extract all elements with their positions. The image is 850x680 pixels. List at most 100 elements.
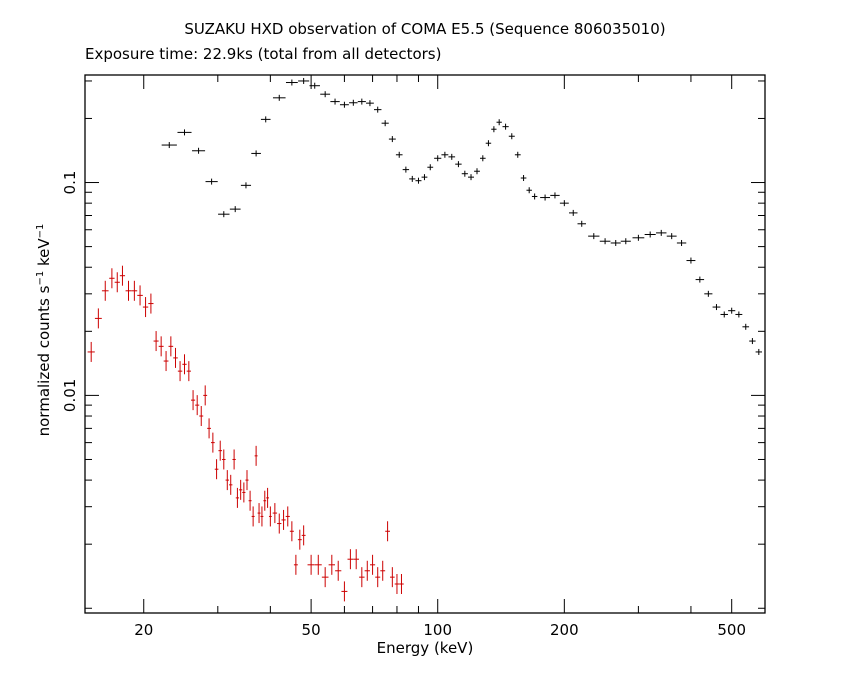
data-point [402,166,410,173]
data-point [728,307,736,314]
data-point [161,142,177,149]
data-point [369,554,376,575]
data-point [373,106,382,113]
data-point [712,304,721,311]
data-point [749,338,756,345]
data-point [225,470,230,491]
data-point [195,395,200,416]
data-point [341,581,348,602]
data-point [148,293,154,314]
data-point [242,482,246,503]
data-point [177,361,183,382]
x-tick-label: 20 [134,621,153,639]
data-point [182,354,187,375]
data-point [610,239,621,246]
data-point [285,506,290,527]
data-point [330,98,340,105]
data-point [301,525,306,546]
data-point [211,432,215,453]
x-tick-label: 50 [302,621,321,639]
data-point [666,233,677,240]
data-point [632,234,645,241]
data-point [491,126,497,133]
data-point [357,98,366,105]
data-point [268,506,272,527]
data-point [94,308,102,329]
data-point [168,336,174,357]
data-point [281,509,286,530]
data-point [320,91,331,98]
data-point [199,406,204,427]
data-point [186,361,191,382]
data-point [239,479,243,500]
data-point [314,554,322,575]
data-point [599,238,611,245]
data-point [207,418,211,439]
data-point [364,560,370,581]
data-point [125,280,132,301]
data-point [153,331,159,352]
data-point [245,470,249,491]
data-point [260,116,271,123]
data-point [390,567,395,588]
data-point [307,554,315,575]
x-tick-label: 500 [717,621,746,639]
data-point [742,323,750,330]
data-point [514,151,521,158]
red-series [87,265,404,602]
data-point [229,474,233,495]
data-point [232,449,236,470]
data-point [474,168,480,175]
data-point [441,151,449,158]
x-tick-label: 100 [423,621,452,639]
data-point [644,231,656,238]
data-point [455,161,462,168]
data-point [520,175,527,182]
data-point [114,272,120,293]
data-point [254,445,258,466]
tick-labels: 20 50 100 200 500 0.01 0.1 [61,171,746,639]
data-point [298,77,310,84]
data-point [289,521,294,542]
data-point [526,187,532,194]
plot-frame [84,74,766,614]
data-point [285,79,298,86]
data-point [395,151,403,158]
data-point [409,175,416,182]
data-point [142,297,149,318]
data-point [359,567,365,588]
data-point [577,220,586,227]
y-tick-label: 0.01 [61,379,79,412]
data-point [448,153,456,160]
data-point [540,194,551,201]
data-points [87,77,763,602]
x-axis-label: Energy (keV) [376,639,474,657]
data-point [248,490,252,511]
data-point [381,120,389,127]
data-point [205,178,218,185]
data-point [385,521,390,542]
data-point [415,177,422,184]
data-point [399,574,404,595]
data-point [588,233,600,240]
data-point [620,238,631,245]
data-point [735,311,743,318]
data-point [366,100,374,107]
data-point [695,276,705,283]
data-point [755,348,763,355]
data-point [260,506,264,527]
data-point [380,560,386,581]
data-point [461,170,468,177]
data-point [293,554,298,575]
data-point [468,174,475,181]
axis-ticks [85,75,766,613]
data-point [87,341,95,362]
data-point [218,440,223,461]
data-point [263,490,267,511]
data-point [218,211,230,218]
data-point [192,147,206,154]
data-point [550,192,560,199]
data-point [321,567,329,588]
data-point [508,133,515,140]
